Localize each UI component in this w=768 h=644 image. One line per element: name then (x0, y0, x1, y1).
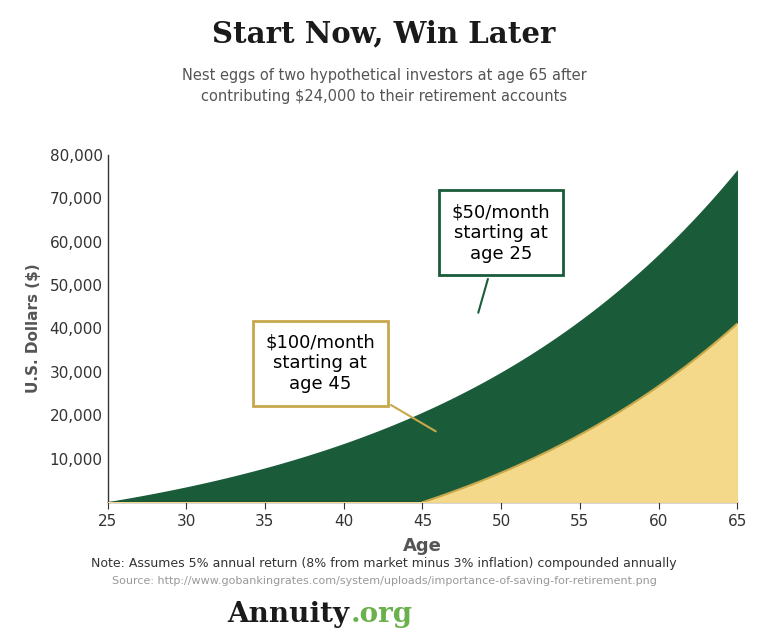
Text: Source: http://www.gobankingrates.com/system/uploads/importance-of-saving-for-re: Source: http://www.gobankingrates.com/sy… (111, 576, 657, 587)
Text: Start Now, Win Later: Start Now, Win Later (212, 19, 556, 48)
Text: $50/month
starting at
age 25: $50/month starting at age 25 (452, 203, 551, 313)
Text: Annuity: Annuity (227, 601, 349, 628)
X-axis label: Age: Age (403, 538, 442, 556)
Text: Nest eggs of two hypothetical investors at age 65 after
contributing $24,000 to : Nest eggs of two hypothetical investors … (181, 68, 587, 104)
Text: Note: Assumes 5% annual return (8% from market minus 3% inflation) compounded an: Note: Assumes 5% annual return (8% from … (91, 557, 677, 570)
Text: .org: .org (351, 601, 413, 628)
Y-axis label: U.S. Dollars ($): U.S. Dollars ($) (26, 263, 41, 393)
Text: $100/month
starting at
age 45: $100/month starting at age 45 (265, 334, 435, 431)
